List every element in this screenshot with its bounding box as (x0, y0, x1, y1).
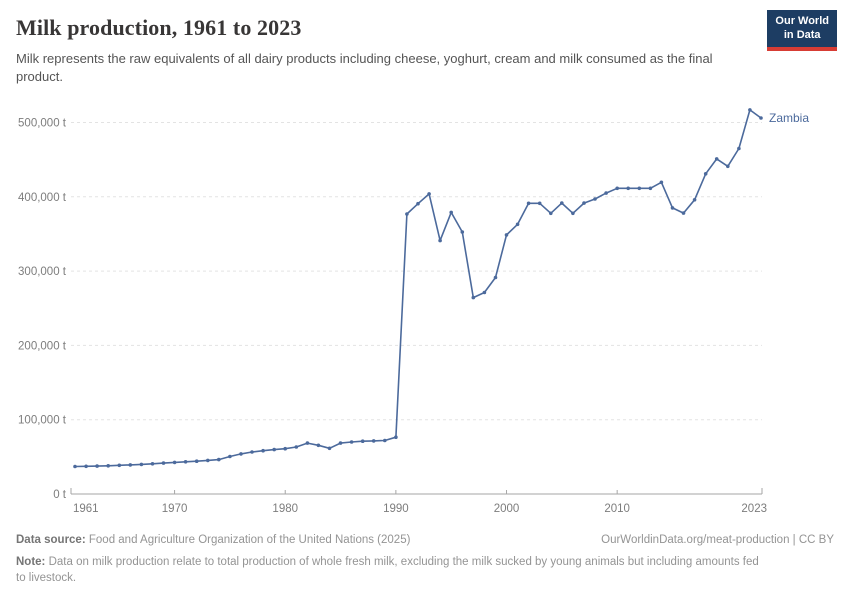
data-point[interactable] (161, 461, 166, 465)
data-point[interactable] (493, 275, 498, 280)
data-point[interactable] (416, 201, 420, 206)
data-point[interactable] (692, 198, 697, 202)
data-point[interactable] (338, 441, 343, 445)
data-point[interactable] (604, 191, 608, 195)
data-point[interactable] (294, 445, 299, 449)
data-point[interactable] (714, 157, 719, 161)
data-point[interactable] (283, 446, 288, 451)
data-point[interactable] (327, 446, 332, 451)
data-point[interactable] (427, 192, 431, 196)
data-source-text: Food and Agriculture Organization of the… (88, 534, 411, 546)
footer-note-label: Note: (16, 556, 46, 569)
data-point[interactable] (449, 210, 454, 215)
chart-header: Milk production, 1961 to 2023 Milk repre… (16, 15, 750, 87)
data-point[interactable] (748, 108, 752, 112)
chart-svg[interactable]: 0 t 100,000 t 200,000 t 300,000 t 400,000 t 5… (0, 100, 850, 530)
data-point[interactable] (106, 464, 110, 468)
data-point[interactable] (206, 458, 210, 463)
x-tick-label: 1970 (162, 503, 188, 515)
y-tick-label: 400,000 t (18, 192, 67, 204)
x-tick-label: 2010 (604, 503, 630, 515)
footer-note: Note: Data on milk production relate to … (16, 554, 768, 586)
y-tick-label: 300,000 t (18, 266, 67, 278)
chart-subtitle: Milk represents the raw equivalents of a… (16, 51, 713, 85)
data-point[interactable] (504, 233, 509, 237)
data-point[interactable] (626, 186, 630, 191)
data-point[interactable] (615, 186, 619, 191)
page-title: Milk production, 1961 to 2023 (16, 15, 302, 40)
x-tick-label: 2000 (494, 503, 520, 515)
data-point[interactable] (637, 186, 642, 191)
y-tick-label: 100,000 t (18, 415, 67, 427)
data-line[interactable] (74, 109, 762, 468)
x-tick-label: 1990 (383, 503, 409, 515)
footer-note-text: Data on milk production relate to total … (16, 556, 759, 585)
y-tick-label: 500,000 t (18, 118, 67, 130)
data-point[interactable] (537, 201, 542, 206)
data-point[interactable] (371, 439, 376, 443)
chart-footer: Data source: Food and Agriculture Organi… (16, 532, 834, 586)
data-source: Data source: Food and Agriculture Organi… (16, 532, 410, 548)
data-point[interactable] (681, 211, 686, 215)
data-source-label: Data source: (16, 534, 86, 546)
data-point[interactable] (670, 206, 675, 210)
data-point[interactable] (405, 212, 409, 216)
data-point[interactable] (394, 435, 398, 440)
y-tick-label: 200,000 t (18, 340, 67, 352)
data-point[interactable] (73, 464, 77, 469)
data-point[interactable] (737, 146, 741, 151)
data-point[interactable] (648, 186, 653, 191)
data-point[interactable] (305, 441, 310, 445)
data-point[interactable] (383, 438, 387, 443)
data-point[interactable] (172, 460, 177, 465)
x-tick-label: 1980 (272, 503, 298, 515)
data-point[interactable] (360, 439, 365, 444)
data-point[interactable] (194, 459, 199, 464)
data-point[interactable] (128, 463, 133, 467)
data-point[interactable] (460, 230, 465, 234)
data-point[interactable] (183, 460, 188, 464)
data-point[interactable] (703, 172, 708, 176)
data-point[interactable] (261, 448, 265, 453)
data-point[interactable] (526, 201, 531, 206)
data-point[interactable] (549, 211, 553, 216)
data-point[interactable] (239, 452, 243, 456)
data-point[interactable] (560, 201, 564, 205)
data-point[interactable] (95, 464, 99, 468)
data-point[interactable] (582, 201, 586, 205)
data-point[interactable] (759, 116, 763, 120)
data-point[interactable] (150, 462, 155, 466)
data-point[interactable] (316, 443, 321, 448)
data-point[interactable] (217, 457, 221, 462)
y-tick-label: 0 t (53, 489, 67, 501)
data-point[interactable] (250, 450, 254, 454)
data-point[interactable] (659, 180, 664, 185)
data-point[interactable] (593, 197, 597, 201)
data-point[interactable] (349, 440, 354, 444)
data-point[interactable] (84, 464, 88, 469)
data-point[interactable] (482, 290, 487, 295)
data-point[interactable] (571, 211, 575, 216)
data-point[interactable] (515, 222, 520, 227)
data-point[interactable] (471, 295, 476, 300)
series-label: Zambia (769, 111, 809, 125)
data-point[interactable] (438, 238, 442, 243)
owid-logo-line2: in Data (783, 28, 821, 41)
x-tick-label: 1961 (73, 503, 99, 515)
data-point[interactable] (139, 462, 144, 467)
data-point[interactable] (272, 447, 277, 452)
data-point[interactable] (726, 164, 730, 169)
data-point[interactable] (228, 454, 232, 459)
x-tick-label: 2023 (741, 503, 767, 515)
footer-link[interactable]: OurWorldinData.org/meat-production | CC … (601, 534, 834, 546)
owid-logo-line1: Our World (775, 15, 829, 27)
owid-logo[interactable]: Our World in Data (767, 10, 837, 51)
data-point[interactable] (117, 463, 122, 468)
